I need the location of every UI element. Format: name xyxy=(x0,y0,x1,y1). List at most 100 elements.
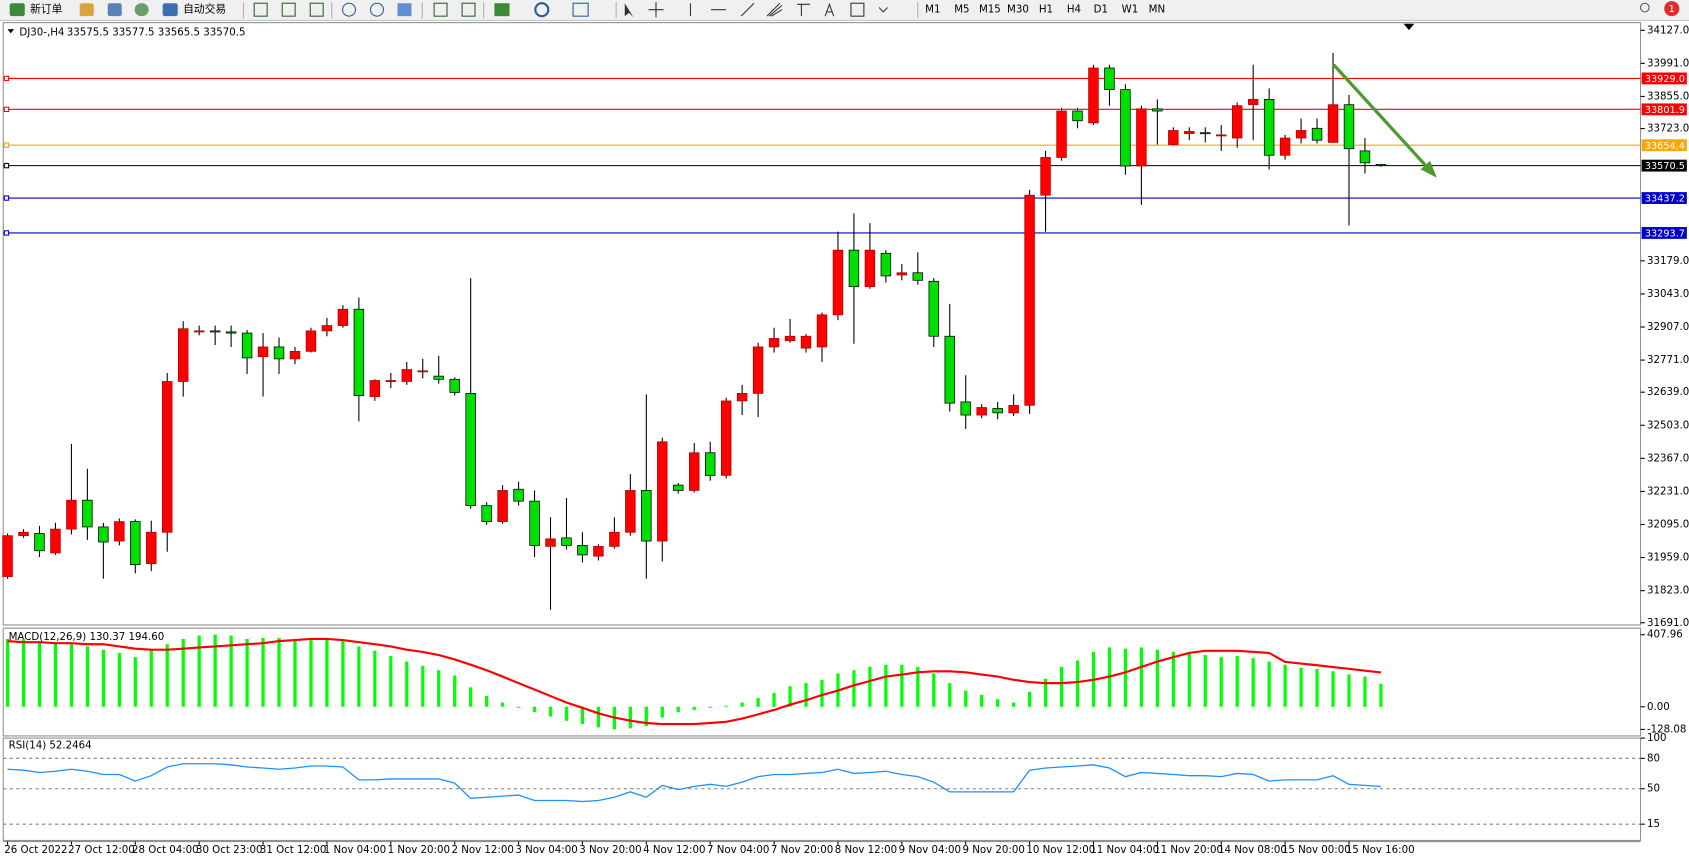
y-tick-label: -128.08 xyxy=(1647,724,1686,735)
timeframe-button[interactable]: M5 xyxy=(954,5,969,16)
y-tick-label: 32771.0 xyxy=(1647,355,1689,366)
toolbar-icon[interactable] xyxy=(397,3,412,17)
toolbar-icon[interactable] xyxy=(107,3,122,17)
cursor-icon[interactable] xyxy=(624,3,634,18)
x-tick-label: 15 Nov 16:00 xyxy=(1346,845,1415,856)
auto-trading-icon[interactable] xyxy=(162,3,178,17)
timeframe-button[interactable]: W1 xyxy=(1122,5,1139,16)
auto-trading-button[interactable]: 自动交易 xyxy=(183,3,226,16)
macd-bar xyxy=(309,640,313,707)
macd-bar xyxy=(21,638,26,707)
timeframe-button[interactable]: D1 xyxy=(1094,5,1108,16)
zoom-out-icon[interactable] xyxy=(370,2,385,17)
macd-bar xyxy=(1283,664,1287,707)
candle-body xyxy=(66,499,77,530)
candle-body xyxy=(385,380,397,382)
macd-bar xyxy=(900,664,904,707)
toolbar-icon[interactable] xyxy=(572,2,589,17)
timeframe-button[interactable]: H1 xyxy=(1039,5,1053,16)
crosshair-icon[interactable] xyxy=(648,2,664,18)
candle-body xyxy=(1327,104,1339,143)
macd-bar xyxy=(580,706,585,725)
macd-bar xyxy=(500,702,505,707)
y-tick-label: 31691.0 xyxy=(1647,618,1689,629)
macd-bar xyxy=(37,641,42,707)
macd-bar xyxy=(341,641,345,707)
macd-bar xyxy=(325,640,329,707)
macd-bar xyxy=(724,705,728,707)
macd-bar xyxy=(101,649,105,707)
macd-bar xyxy=(1235,656,1239,707)
zoom-in-icon[interactable] xyxy=(342,2,357,17)
price-line-label: 33801.9 xyxy=(1645,105,1685,116)
timeframe-button[interactable]: M15 xyxy=(979,5,1001,16)
x-tick-label: 11 Nov 20:00 xyxy=(1154,845,1223,856)
macd-bar xyxy=(516,706,521,708)
trend-arrow xyxy=(1332,63,1437,178)
y-tick-label: 33991.0 xyxy=(1647,58,1689,69)
candle-body xyxy=(1311,127,1323,141)
shift-marker xyxy=(1403,23,1415,31)
candle-body xyxy=(481,505,492,522)
text-icon[interactable] xyxy=(824,2,835,17)
shapes-icon[interactable] xyxy=(878,7,888,13)
candle-body xyxy=(1008,404,1019,414)
timeframe-button[interactable]: M30 xyxy=(1007,5,1029,16)
toolbar-icon[interactable] xyxy=(281,2,296,17)
new-order-icon[interactable] xyxy=(9,3,25,17)
candle-body xyxy=(305,330,317,352)
trendline-icon[interactable] xyxy=(740,2,755,17)
toolbar-icon[interactable] xyxy=(433,2,448,17)
channel-icon[interactable] xyxy=(766,2,783,17)
price-line-label: 33570.5 xyxy=(1645,161,1685,172)
timeframe-button[interactable]: MN xyxy=(1149,5,1165,16)
macd-bar xyxy=(804,683,808,707)
toolbar-icon[interactable] xyxy=(494,3,510,17)
y-tick-label: 33855.0 xyxy=(1647,91,1689,102)
y-tick-label: 32907.0 xyxy=(1647,322,1689,333)
macd-bar xyxy=(1251,658,1255,707)
macd-bar xyxy=(756,698,760,707)
candle-body xyxy=(417,370,428,373)
new-order-button[interactable]: 新订单 xyxy=(30,3,63,16)
y-tick-label: 32503.0 xyxy=(1647,420,1689,431)
candle-body xyxy=(18,531,29,537)
price-line-handle xyxy=(3,106,10,113)
label-icon[interactable] xyxy=(850,2,865,17)
candle-body xyxy=(497,490,508,522)
candle-body xyxy=(593,546,604,557)
macd-bar xyxy=(1155,649,1159,707)
macd-bar xyxy=(1171,651,1175,707)
timeframe-button[interactable]: H4 xyxy=(1067,5,1081,16)
macd-bar xyxy=(692,706,696,710)
chart-title: DJ30-,H4 xyxy=(19,27,64,38)
x-tick-label: 27 Oct 12:00 xyxy=(68,845,135,856)
fibo-icon[interactable] xyxy=(797,3,811,17)
toolbar-icon[interactable] xyxy=(253,2,268,17)
macd-bar xyxy=(740,702,744,707)
toolbar-icon[interactable] xyxy=(134,3,149,17)
search-icon[interactable] xyxy=(1639,2,1650,13)
macd-bar xyxy=(85,646,90,707)
notification-badge[interactable] xyxy=(1664,1,1680,17)
y-tick-label: 15 xyxy=(1647,819,1660,830)
candle-body xyxy=(561,537,572,546)
candle-body xyxy=(1040,157,1051,196)
macd-bar xyxy=(852,670,856,707)
candle-body xyxy=(353,308,365,396)
toolbar-icon[interactable] xyxy=(461,2,476,17)
macd-bar xyxy=(1331,671,1335,707)
y-tick-label: 33179.0 xyxy=(1647,256,1689,267)
toolbar-icon[interactable] xyxy=(534,2,550,18)
candle-body xyxy=(177,328,189,382)
candle-body xyxy=(98,526,109,543)
price-line-label: 33929.0 xyxy=(1645,74,1685,85)
price-line-tag xyxy=(1641,139,1687,152)
macd-bar xyxy=(564,706,569,721)
toolbar-icon[interactable] xyxy=(309,2,324,17)
timeframe-button[interactable]: M1 xyxy=(925,5,940,16)
macd-bar xyxy=(357,646,361,707)
toolbar-icon[interactable] xyxy=(79,3,94,17)
candle-body xyxy=(1088,67,1099,124)
